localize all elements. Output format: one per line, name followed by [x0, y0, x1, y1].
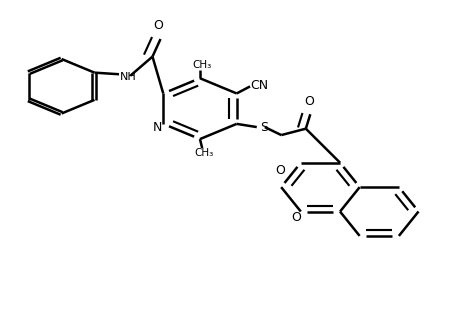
Text: CH₃: CH₃: [193, 60, 212, 70]
Text: O: O: [291, 211, 301, 224]
Text: O: O: [275, 164, 285, 177]
Text: N: N: [153, 120, 163, 134]
Text: NH: NH: [120, 72, 137, 82]
Text: O: O: [304, 95, 314, 108]
Text: S: S: [260, 120, 269, 134]
Text: CN: CN: [250, 79, 268, 92]
Text: O: O: [154, 19, 163, 32]
Text: CH₃: CH₃: [195, 148, 214, 158]
